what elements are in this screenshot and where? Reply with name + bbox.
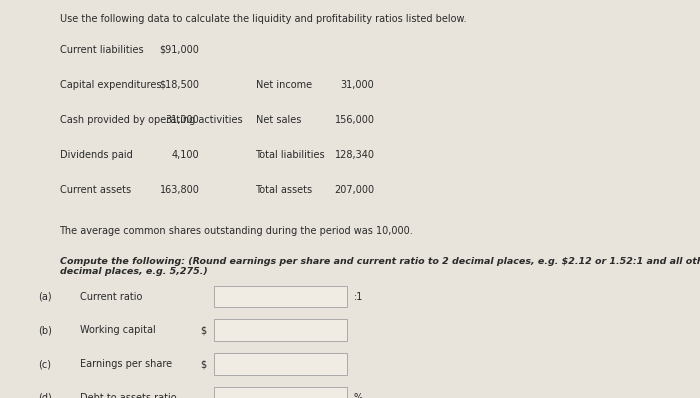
Text: Current assets: Current assets — [60, 185, 131, 195]
FancyBboxPatch shape — [214, 319, 346, 341]
Text: (c): (c) — [38, 359, 52, 369]
Text: 4,100: 4,100 — [172, 150, 199, 160]
Text: 31,000: 31,000 — [341, 80, 374, 90]
Text: Earnings per share: Earnings per share — [80, 359, 173, 369]
Text: $91,000: $91,000 — [160, 45, 199, 55]
Text: (b): (b) — [38, 325, 52, 336]
Text: Debt to assets ratio: Debt to assets ratio — [80, 393, 177, 398]
Text: Compute the following: (Round earnings per share and current ratio to 2 decimal : Compute the following: (Round earnings p… — [60, 257, 700, 276]
Text: The average common shares outstanding during the period was 10,000.: The average common shares outstanding du… — [60, 226, 413, 236]
Text: Total assets: Total assets — [256, 185, 313, 195]
Text: Use the following data to calculate the liquidity and profitability ratios liste: Use the following data to calculate the … — [60, 14, 466, 24]
Text: 207,000: 207,000 — [335, 185, 374, 195]
Text: %: % — [354, 393, 363, 398]
Text: 163,800: 163,800 — [160, 185, 199, 195]
Text: Capital expenditures: Capital expenditures — [60, 80, 161, 90]
Text: :1: :1 — [354, 291, 363, 302]
Text: Working capital: Working capital — [80, 325, 156, 336]
Text: 31,000: 31,000 — [166, 115, 200, 125]
Text: Net sales: Net sales — [256, 115, 301, 125]
FancyBboxPatch shape — [214, 387, 346, 398]
Text: 156,000: 156,000 — [335, 115, 374, 125]
Text: $: $ — [200, 325, 206, 336]
Text: Cash provided by operating activities: Cash provided by operating activities — [60, 115, 242, 125]
Text: $: $ — [200, 359, 206, 369]
Text: Total liabilities: Total liabilities — [256, 150, 325, 160]
FancyBboxPatch shape — [214, 286, 346, 307]
Text: 128,340: 128,340 — [335, 150, 374, 160]
Text: Dividends paid: Dividends paid — [60, 150, 132, 160]
Text: Current ratio: Current ratio — [80, 291, 143, 302]
FancyBboxPatch shape — [214, 353, 346, 375]
Text: $18,500: $18,500 — [160, 80, 199, 90]
Text: Current liabilities: Current liabilities — [60, 45, 143, 55]
Text: (a): (a) — [38, 291, 52, 302]
Text: Net income: Net income — [256, 80, 312, 90]
Text: (d): (d) — [38, 393, 52, 398]
